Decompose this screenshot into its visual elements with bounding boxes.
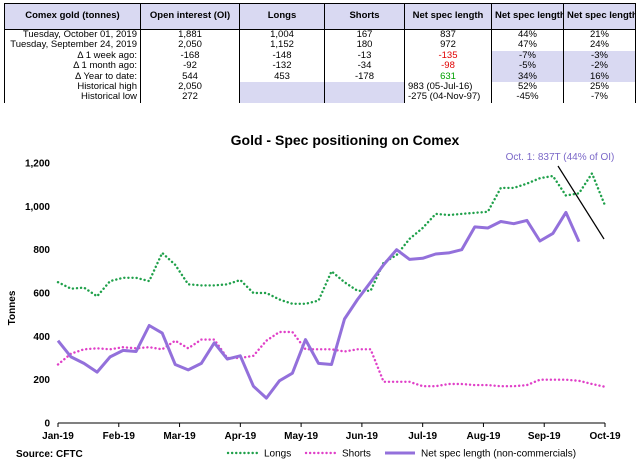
header-pct-phys: Net spec length (% physical market) xyxy=(563,3,636,30)
cell-oi: 2,050 xyxy=(140,40,240,51)
y-tick-label: 1,200 xyxy=(25,159,50,170)
header-oi: Open interest (OI) xyxy=(140,3,240,30)
y-tick-label: 600 xyxy=(33,289,50,300)
y-tick-label: 200 xyxy=(33,375,50,386)
header-pct-oi: Net spec length (% open interest) xyxy=(491,3,564,30)
table-row: Tuesday, September 24, 2019 2,050 1,152 … xyxy=(4,40,636,51)
row-label: Δ 1 week ago: xyxy=(4,50,141,62)
cell-pct-phys: -7% xyxy=(563,92,636,103)
table-row: Δ 1 week ago: -168 -148 -13 -135 -7% -3% xyxy=(4,50,636,62)
cell-net: -275 (04-Nov-97) xyxy=(404,92,492,103)
spec-positioning-chart: Gold - Spec positioning on Comex Tonnes … xyxy=(7,132,621,460)
cell-pct-oi: -45% xyxy=(491,92,564,103)
cell-net: 972 xyxy=(404,40,492,51)
row-label: Tuesday, October 01, 2019 xyxy=(4,29,141,41)
table-row: Tuesday, October 01, 2019 1,881 1,004 16… xyxy=(4,29,636,41)
table-header-row: Comex gold (tonnes) Open interest (OI) L… xyxy=(4,3,636,30)
source-label: Source: CFTC xyxy=(16,449,83,460)
legend-label: Longs xyxy=(264,449,291,460)
cell-shorts: -178 xyxy=(324,71,405,83)
cell-shorts: -34 xyxy=(324,61,405,72)
cell-pct-oi: 47% xyxy=(491,40,564,51)
cell-longs xyxy=(239,92,325,103)
annotation-arrow xyxy=(557,165,605,240)
cell-net: 983 (05-Jul-16) xyxy=(404,82,492,93)
cell-longs: -148 xyxy=(239,50,325,62)
positioning-table: Comex gold (tonnes) Open interest (OI) L… xyxy=(4,3,636,103)
cell-net: 837 xyxy=(404,29,492,41)
x-tick-label: Feb-19 xyxy=(103,431,136,442)
x-tick-label: Apr-19 xyxy=(224,431,256,442)
legend: Longs Shorts Net spec length (non-commerci… xyxy=(226,449,576,460)
cell-pct-phys: 21% xyxy=(563,29,636,41)
x-tick-label: Oct-19 xyxy=(589,431,621,442)
cell-longs: -132 xyxy=(239,61,325,72)
cell-pct-phys: -2% xyxy=(563,61,636,72)
y-tick-label: 1,000 xyxy=(25,202,50,213)
y-tick-label: 0 xyxy=(44,419,50,430)
series-line-longs xyxy=(56,170,607,306)
table-row: Δ Year to date: 544 453 -178 631 34% 16% xyxy=(4,71,636,83)
cell-shorts xyxy=(324,82,405,93)
x-tick-label: May-19 xyxy=(284,431,318,442)
cell-shorts: -13 xyxy=(324,50,405,62)
cell-longs xyxy=(239,82,325,93)
header-net: Net spec length xyxy=(404,3,492,30)
x-tick-label: Jan-19 xyxy=(42,431,74,442)
cell-oi: 1,881 xyxy=(140,29,240,41)
legend-label: Shorts xyxy=(342,449,371,460)
cell-net: -135 xyxy=(404,50,492,62)
chart-title: Gold - Spec positioning on Comex xyxy=(231,132,460,148)
cell-net: 631 xyxy=(404,71,492,83)
cell-shorts: 167 xyxy=(324,29,405,41)
cell-oi: -92 xyxy=(140,61,240,72)
cell-oi: 2,050 xyxy=(140,82,240,93)
row-label: Tuesday, September 24, 2019 xyxy=(4,40,141,51)
y-axis: 0 200 400 600 800 1,000 1,200 xyxy=(25,159,50,430)
cell-longs: 453 xyxy=(239,71,325,83)
cell-longs: 1,152 xyxy=(239,40,325,51)
cell-pct-oi: -5% xyxy=(491,61,564,72)
x-tick-label: Mar-19 xyxy=(163,431,196,442)
x-axis: Jan-19 Feb-19 Mar-19 Apr-19 May-19 Jun-19 Jul-… xyxy=(42,423,621,442)
cell-pct-oi: -7% xyxy=(491,50,564,62)
cell-pct-phys: 24% xyxy=(563,40,636,51)
y-tick-label: 800 xyxy=(33,245,50,256)
table-row: Historical low 272 -275 (04-Nov-97) -45%… xyxy=(4,92,636,103)
row-label: Historical high xyxy=(4,82,141,93)
cell-pct-phys: -3% xyxy=(563,50,636,62)
row-label: Δ Year to date: xyxy=(4,71,141,83)
row-label: Historical low xyxy=(4,92,141,103)
y-tick-label: 400 xyxy=(33,332,50,343)
cell-oi: 272 xyxy=(140,92,240,103)
cell-shorts xyxy=(324,92,405,103)
cell-net: -98 xyxy=(404,61,492,72)
cell-shorts: 180 xyxy=(324,40,405,51)
cell-longs: 1,004 xyxy=(239,29,325,41)
table-row: Historical high 2,050 983 (05-Jul-16) 52… xyxy=(4,82,636,93)
cell-oi: 544 xyxy=(140,71,240,83)
row-label: Δ 1 month ago: xyxy=(4,61,141,72)
header-label: Comex gold (tonnes) xyxy=(4,3,141,30)
header-shorts: Shorts xyxy=(324,3,405,30)
cell-pct-phys: 16% xyxy=(563,71,636,83)
cell-oi: -168 xyxy=(140,50,240,62)
x-tick-label: Jun-19 xyxy=(346,431,379,442)
x-tick-label: Sep-19 xyxy=(528,431,561,442)
cell-pct-oi: 34% xyxy=(491,71,564,83)
y-axis-label: Tonnes xyxy=(7,290,18,325)
x-tick-label: Aug-19 xyxy=(466,431,500,442)
annotation-label: Oct. 1: 837T (44% of OI) xyxy=(506,152,615,163)
header-longs: Longs xyxy=(239,3,325,30)
table-row: Δ 1 month ago: -92 -132 -34 -98 -5% -2% xyxy=(4,61,636,72)
cell-pct-phys: 25% xyxy=(563,82,636,93)
cell-pct-oi: 52% xyxy=(491,82,564,93)
series-group xyxy=(56,170,607,400)
legend-label: Net spec length (non-commercials) xyxy=(421,449,576,460)
x-tick-label: Jul-19 xyxy=(408,431,437,442)
cell-pct-oi: 44% xyxy=(491,29,564,41)
series-line-net-spec-length xyxy=(56,210,581,400)
